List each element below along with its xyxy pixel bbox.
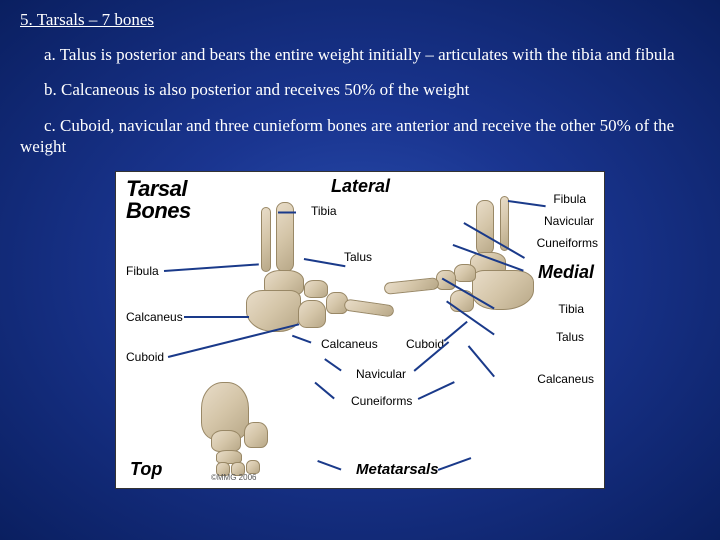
leader-med-calcaneus [468, 346, 495, 378]
label-lat-tibia: Tibia [311, 204, 337, 218]
subitem-b-text: b. Calcaneous is also posterior and rece… [44, 80, 469, 99]
figure-container: Tarsal Bones Lateral Medial Top Fibula C… [20, 171, 700, 489]
leader-med-fibula [508, 200, 546, 207]
medial-tibia-shape [476, 200, 494, 255]
leader-ctr-cuboid [444, 321, 468, 341]
section-heading: 5. Tarsals – 7 bones [20, 10, 700, 30]
leader-ctr-nav-l [324, 359, 341, 372]
subitem-c-text: c. Cuboid, navicular and three cunieform… [20, 116, 674, 156]
label-metatarsals: Metatarsals [356, 461, 439, 478]
lateral-fibula-shape [261, 207, 271, 272]
figure-title: Tarsal Bones [126, 178, 191, 222]
label-med-navicular: Navicular [544, 214, 594, 228]
lateral-navicular-shape [304, 280, 328, 298]
label-lat-fibula: Fibula [126, 264, 159, 278]
label-med-talus: Talus [556, 330, 584, 344]
leader-lat-fibula [164, 263, 259, 271]
label-lat-talus: Talus [344, 250, 372, 264]
leader-lat-calcaneus [184, 316, 249, 318]
lateral-cuboid-shape [298, 300, 326, 328]
label-med-calcaneus: Calcaneus [537, 372, 594, 386]
top-cuboid-shape [244, 422, 268, 448]
tarsal-bones-figure: Tarsal Bones Lateral Medial Top Fibula C… [115, 171, 605, 489]
leader-lat-cuboid [168, 323, 299, 357]
leader-ctr-cun-l [314, 382, 334, 399]
subitem-a-text: a. Talus is posterior and bears the enti… [44, 45, 675, 64]
figure-title-line2: Bones [126, 198, 191, 223]
label-ctr-calcaneus: Calcaneus [321, 337, 378, 351]
medial-metatarsal-shape [384, 277, 440, 295]
top-talus-shape [211, 430, 241, 452]
label-ctr-navicular: Navicular [356, 367, 406, 381]
label-lat-calcaneus: Calcaneus [126, 310, 183, 324]
top-cun3-shape [246, 460, 260, 474]
subitem-b: b. Calcaneous is also posterior and rece… [20, 79, 700, 100]
leader-lat-tibia [278, 212, 296, 214]
lateral-metatarsal-shape [343, 299, 394, 318]
label-med-tibia: Tibia [558, 302, 584, 316]
leader-lat-talus [304, 258, 346, 267]
leader-meta-l [317, 460, 341, 470]
axis-top: Top [130, 459, 162, 480]
axis-lateral: Lateral [331, 176, 390, 197]
medial-calcaneus-shape [472, 270, 534, 310]
leader-ctr-calc-l [292, 335, 311, 343]
axis-medial: Medial [538, 262, 594, 283]
leader-ctr-cun-r [418, 381, 455, 399]
leader-meta-r [438, 457, 471, 470]
figure-copyright: ©MMG 2006 [211, 473, 256, 482]
label-lat-cuboid: Cuboid [126, 350, 164, 364]
label-med-fibula: Fibula [553, 192, 586, 206]
label-med-cuneiforms: Cuneiforms [537, 236, 598, 250]
subitem-a: a. Talus is posterior and bears the enti… [20, 44, 700, 65]
medial-navicular-shape [454, 264, 476, 282]
subitem-c: c. Cuboid, navicular and three cunieform… [20, 115, 700, 158]
label-ctr-cuneiforms: Cuneiforms [351, 394, 412, 408]
